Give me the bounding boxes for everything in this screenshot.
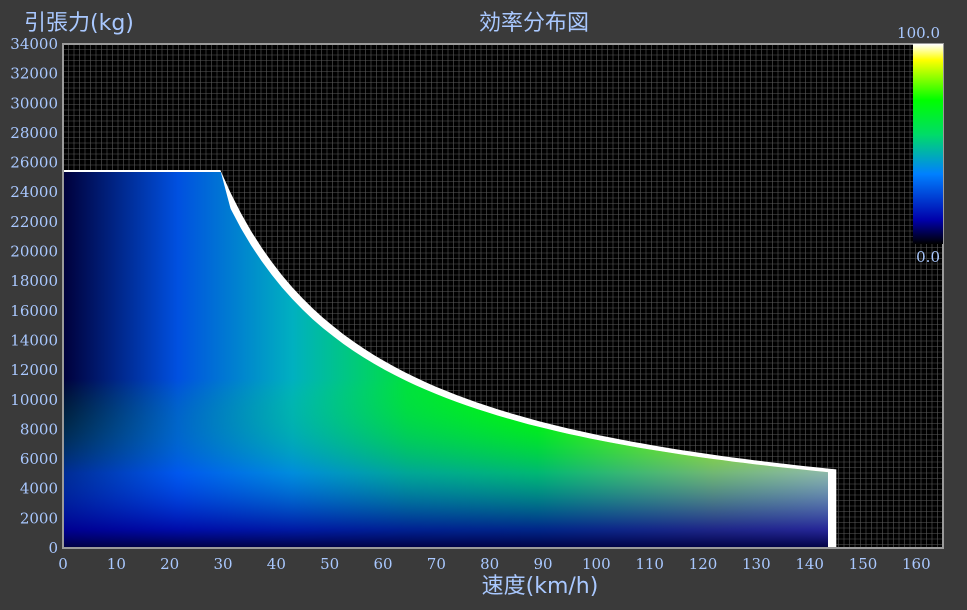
x-tick-label: 160 — [902, 555, 931, 573]
x-tick-label: 150 — [849, 555, 878, 573]
y-tick-label: 0 — [48, 539, 58, 557]
x-tick-label: 140 — [795, 555, 824, 573]
x-tick-label: 120 — [689, 555, 718, 573]
x-tick-label: 90 — [533, 555, 552, 573]
y-tick-label: 24000 — [10, 183, 58, 201]
y-tick-label: 22000 — [10, 213, 58, 231]
y-axis-label: 引張力(kg) — [24, 11, 134, 36]
x-tick-label: 30 — [213, 555, 232, 573]
x-tick-label: 100 — [582, 555, 611, 573]
y-tick-label: 2000 — [20, 509, 58, 527]
colorbar-max-label: 100.0 — [897, 24, 940, 42]
colorbar: 100.0 0.0 — [897, 24, 943, 266]
y-tick-label: 12000 — [10, 361, 58, 379]
y-tick-label: 4000 — [20, 480, 58, 498]
y-tick-label: 14000 — [10, 331, 58, 349]
colorbar-min-label: 0.0 — [916, 248, 940, 266]
y-axis-ticks: 0 2000 4000 6000 8000 10000 12000 14000 16000 180… — [10, 35, 58, 557]
x-axis-label: 速度(km/h) — [482, 574, 599, 599]
y-tick-label: 16000 — [10, 302, 58, 320]
y-tick-label: 8000 — [20, 420, 58, 438]
x-tick-label: 0 — [58, 555, 68, 573]
y-tick-label: 28000 — [10, 124, 58, 142]
plot-border — [62, 43, 944, 549]
x-tick-label: 40 — [267, 555, 286, 573]
x-tick-label: 130 — [742, 555, 771, 573]
y-tick-label: 10000 — [10, 391, 58, 409]
y-tick-label: 34000 — [10, 35, 58, 53]
y-tick-label: 32000 — [10, 65, 58, 83]
x-axis-ticks: 0 10 20 30 40 50 60 70 80 90 100 110 120 130 140 150 160 — [58, 555, 930, 573]
y-tick-label: 30000 — [10, 94, 58, 112]
y-tick-label: 18000 — [10, 272, 58, 290]
x-tick-label: 10 — [107, 555, 126, 573]
x-tick-label: 60 — [373, 555, 392, 573]
y-tick-label: 20000 — [10, 243, 58, 261]
colorbar-gradient — [913, 44, 943, 244]
y-tick-label: 6000 — [20, 450, 58, 468]
chart-title: 効率分布図 — [479, 11, 589, 36]
x-tick-label: 80 — [480, 555, 499, 573]
x-tick-label: 50 — [320, 555, 339, 573]
x-tick-label: 70 — [427, 555, 446, 573]
x-tick-label: 110 — [635, 555, 664, 573]
y-tick-label: 26000 — [10, 154, 58, 172]
x-tick-label: 20 — [160, 555, 179, 573]
